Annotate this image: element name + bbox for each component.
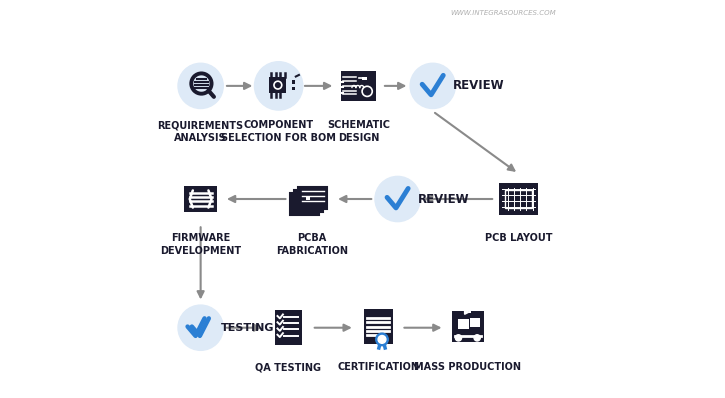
Bar bbox=[362, 76, 367, 80]
Bar bbox=[298, 187, 327, 209]
Text: REVIEW: REVIEW bbox=[453, 79, 505, 92]
Text: SCHEMATIC
DESIGN: SCHEMATIC DESIGN bbox=[327, 120, 390, 142]
Circle shape bbox=[178, 305, 223, 350]
Bar bbox=[452, 310, 484, 342]
Bar bbox=[275, 310, 302, 345]
Bar bbox=[499, 183, 538, 215]
Text: PCB LAYOUT: PCB LAYOUT bbox=[485, 233, 552, 243]
Circle shape bbox=[254, 62, 303, 110]
Bar bbox=[269, 77, 286, 93]
Circle shape bbox=[178, 63, 223, 109]
Circle shape bbox=[376, 333, 389, 345]
Circle shape bbox=[455, 335, 462, 341]
Bar bbox=[290, 193, 319, 215]
Circle shape bbox=[375, 176, 420, 222]
Text: QA TESTING: QA TESTING bbox=[255, 362, 321, 372]
Bar bbox=[458, 319, 469, 329]
Bar bbox=[294, 189, 323, 212]
Text: TESTING: TESTING bbox=[221, 323, 275, 333]
Bar bbox=[292, 87, 295, 90]
Text: COMPONENT
SELECTION FOR BOM: COMPONENT SELECTION FOR BOM bbox=[221, 120, 336, 142]
Bar bbox=[505, 190, 532, 208]
Text: WWW.INTEGRASOURCES.COM: WWW.INTEGRASOURCES.COM bbox=[450, 10, 555, 16]
Text: CERTIFICATION: CERTIFICATION bbox=[337, 362, 419, 372]
Circle shape bbox=[410, 63, 455, 109]
Text: PCBA
FABRICATION: PCBA FABRICATION bbox=[276, 233, 348, 256]
Bar bbox=[184, 186, 218, 212]
Bar bbox=[470, 318, 479, 326]
Text: MASS PRODUCTION: MASS PRODUCTION bbox=[414, 362, 521, 372]
Text: FIRMWARE
DEVELOPMENT: FIRMWARE DEVELOPMENT bbox=[160, 233, 241, 256]
Text: REVIEW: REVIEW bbox=[418, 193, 470, 205]
Bar bbox=[341, 71, 376, 101]
Bar bbox=[364, 308, 392, 344]
Text: REQUIREMENTS
ANALYSIS: REQUIREMENTS ANALYSIS bbox=[157, 120, 244, 142]
Circle shape bbox=[474, 335, 480, 341]
Circle shape bbox=[378, 336, 386, 343]
Bar bbox=[305, 196, 310, 200]
Bar bbox=[291, 80, 295, 84]
